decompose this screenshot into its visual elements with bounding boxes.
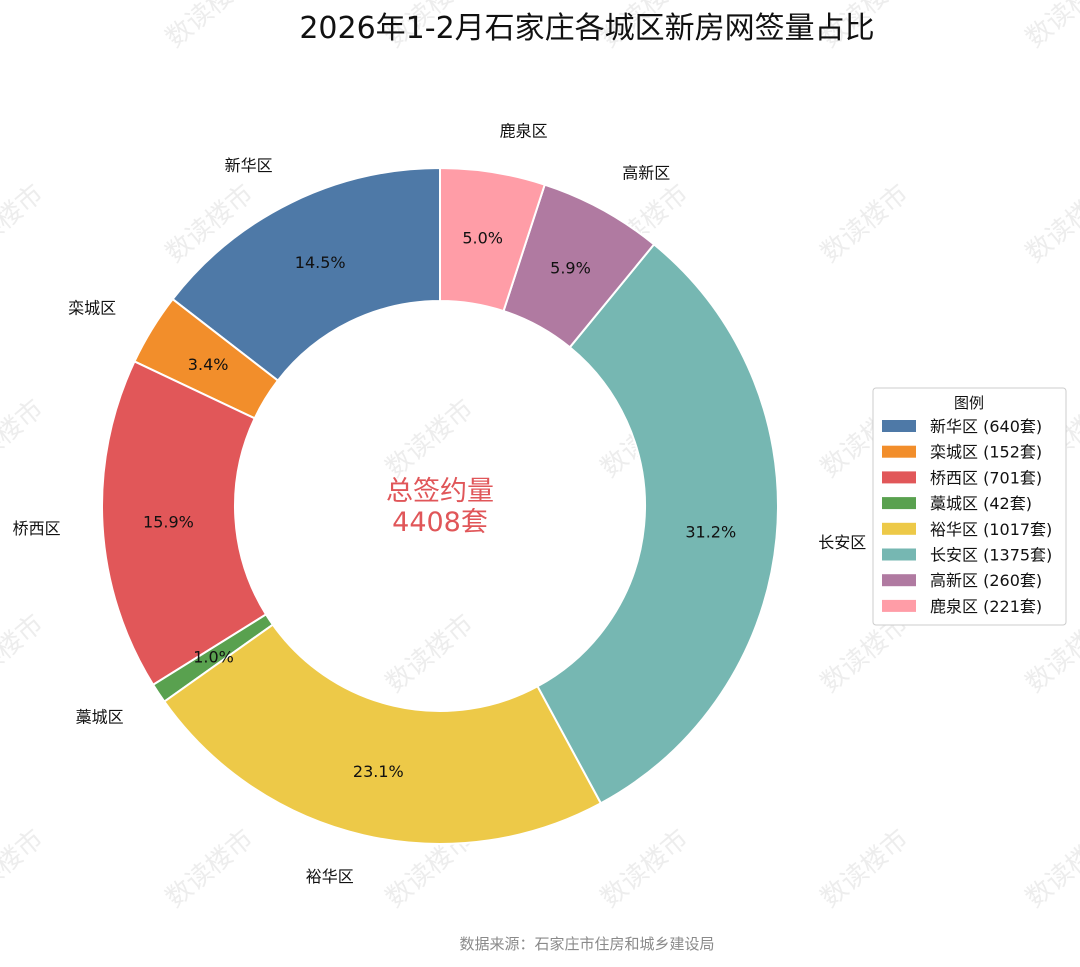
watermark-text: 数读楼市 bbox=[0, 609, 49, 699]
source-note: 数据来源：石家庄市住房和城乡建设局 bbox=[459, 935, 714, 953]
center-label: 总签约量 4408套 bbox=[386, 476, 494, 538]
legend-swatch bbox=[882, 522, 916, 535]
center-label-title: 总签约量 bbox=[386, 476, 494, 507]
legend-entry-label: 藁城区 (42套) bbox=[930, 494, 1032, 513]
slice-percent-label: 15.9% bbox=[143, 513, 194, 532]
legend-swatch bbox=[882, 574, 916, 587]
watermark-text: 数读楼市 bbox=[0, 179, 49, 269]
donut-slice bbox=[171, 166, 441, 382]
slice-category-label: 栾城区 bbox=[68, 298, 116, 317]
slice-percent-label: 31.2% bbox=[685, 523, 736, 542]
slice-category-label: 桥西区 bbox=[13, 519, 61, 538]
donut-slice bbox=[162, 623, 603, 845]
slice-category-label: 高新区 bbox=[622, 164, 670, 183]
watermark-text: 数读楼市 bbox=[160, 0, 259, 54]
legend-swatch bbox=[882, 497, 916, 510]
legend-swatch bbox=[882, 445, 916, 458]
legend-swatch bbox=[882, 599, 916, 612]
legend-frame bbox=[872, 387, 1067, 626]
watermark-text: 数读楼市 bbox=[815, 824, 914, 914]
watermark-text: 数读楼市 bbox=[815, 179, 914, 269]
legend-swatch bbox=[882, 471, 916, 484]
slice-category-label: 长安区 bbox=[818, 533, 866, 552]
slice-percent-label: 1.0% bbox=[193, 648, 234, 667]
slice-category-label: 鹿泉区 bbox=[500, 122, 548, 141]
watermark-text: 数读楼市 bbox=[1020, 179, 1080, 269]
slices-layer bbox=[101, 166, 779, 845]
slice-category-label: 藁城区 bbox=[76, 708, 124, 727]
legend-entry-label: 长安区 (1375套) bbox=[930, 546, 1052, 565]
slice-percent-label: 5.9% bbox=[550, 258, 591, 277]
legend-entry-label: 桥西区 (701套) bbox=[930, 468, 1042, 487]
slice-category-label: 新华区 bbox=[225, 156, 273, 175]
chart-title: 2026年1-2月石家庄各城区新房网签量占比 bbox=[299, 11, 874, 46]
donut-slice bbox=[439, 166, 546, 313]
donut-slice bbox=[536, 242, 779, 805]
slice-percent-label: 14.5% bbox=[295, 253, 346, 272]
legend-entry-label: 栾城区 (152套) bbox=[930, 443, 1042, 462]
legend-entry-label: 裕华区 (1017套) bbox=[930, 520, 1052, 539]
legend-entry-label: 新华区 (640套) bbox=[930, 417, 1042, 436]
center-label-total: 4408套 bbox=[392, 507, 488, 538]
labels-layer: 14.5% 新华区 3.4% 栾城区 15.9% 桥西区 1.0% 藁城区 23.1% 裕华区 31… bbox=[13, 122, 867, 886]
slice-category-label: 裕华区 bbox=[306, 867, 354, 886]
watermark-text: 数读楼市 bbox=[380, 609, 479, 699]
legend-title: 图例 bbox=[954, 394, 984, 412]
watermark-text: 数读楼市 bbox=[595, 824, 694, 914]
watermark-text: 数读楼市 bbox=[1020, 0, 1080, 54]
watermark-text: 数读楼市 bbox=[160, 824, 259, 914]
legend-swatch bbox=[882, 420, 916, 432]
donut-slice bbox=[101, 360, 268, 687]
legend-entry-label: 高新区 (260套) bbox=[930, 571, 1042, 590]
legend: 图例 新华区 (640套) 栾城区 (152套) 桥西区 (701套) 藁城区 (42… bbox=[872, 387, 1067, 626]
legend-swatch bbox=[882, 548, 916, 561]
slice-percent-label: 5.0% bbox=[462, 228, 503, 247]
legend-entry-label: 鹿泉区 (221套) bbox=[930, 597, 1042, 616]
watermark-text: 数读楼市 bbox=[0, 394, 49, 484]
slice-percent-label: 3.4% bbox=[188, 355, 229, 374]
slice-percent-label: 23.1% bbox=[353, 762, 404, 781]
watermark-text: 数读楼市 bbox=[1020, 824, 1080, 914]
watermark-text: 数读楼市 bbox=[0, 824, 49, 914]
watermark-text: 数读楼市 bbox=[380, 394, 479, 484]
